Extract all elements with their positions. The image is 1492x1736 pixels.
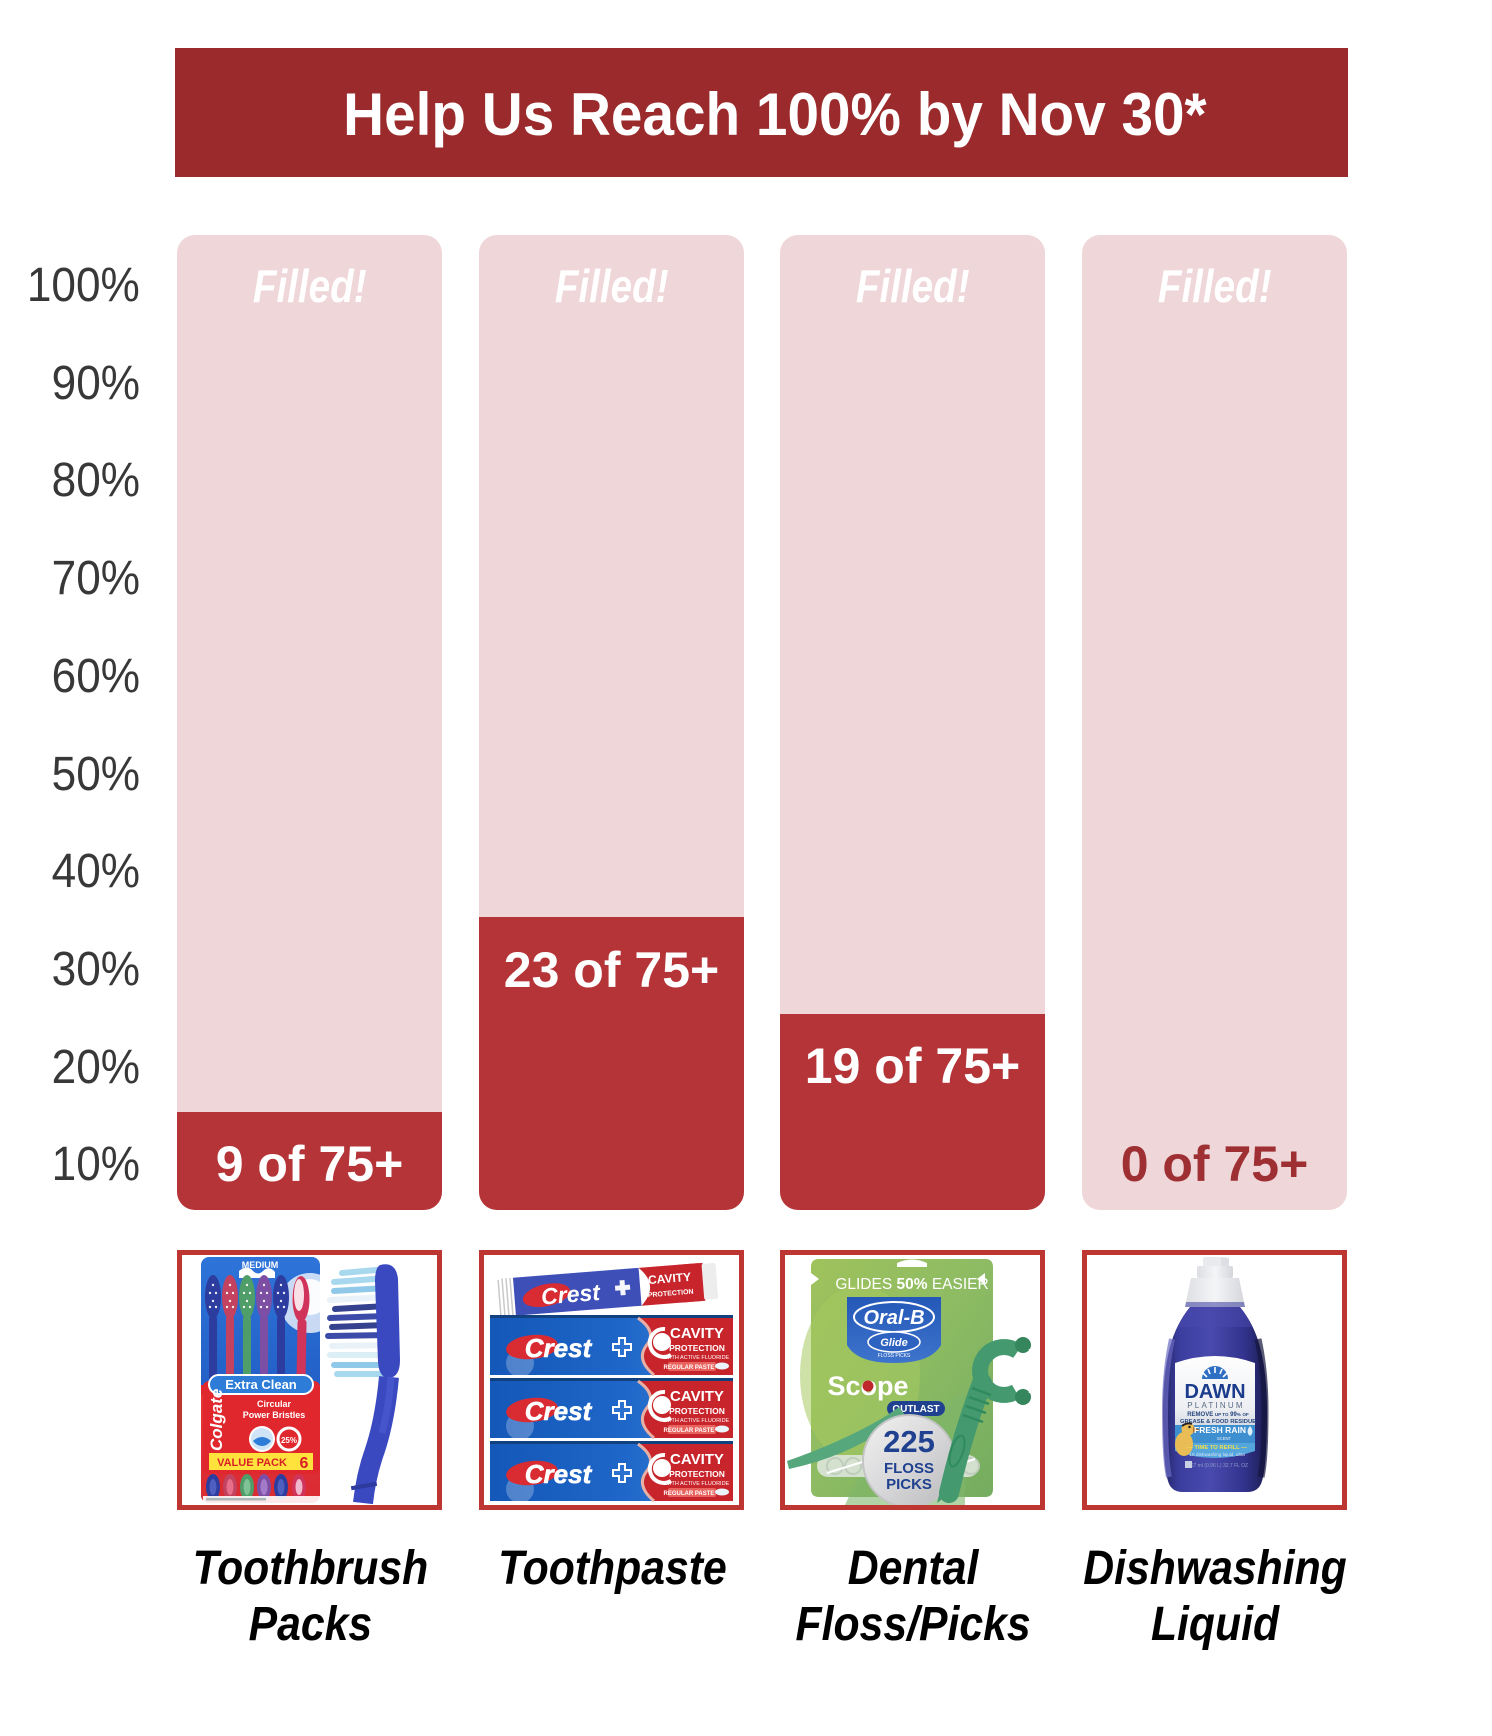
svg-text:25%: 25% — [281, 1436, 297, 1445]
svg-text:225: 225 — [883, 1424, 935, 1459]
svg-text:GLIDES 50% EASIER: GLIDES 50% EASIER — [835, 1276, 988, 1293]
svg-text:FRESH RAIN: FRESH RAIN — [1194, 1425, 1246, 1435]
svg-text:PROTECTION: PROTECTION — [669, 1343, 725, 1353]
svg-text:FLOSS: FLOSS — [884, 1460, 934, 1477]
svg-text:MEDIUM: MEDIUM — [242, 1260, 279, 1270]
svg-text:VALUE PACK: VALUE PACK — [217, 1457, 287, 1469]
svg-text:REGULAR PASTE: REGULAR PASTE — [664, 1365, 715, 1371]
svg-text:SCENT: SCENT — [1217, 1436, 1232, 1441]
svg-text:CAVITY: CAVITY — [647, 1270, 691, 1287]
svg-text:Extra Clean: Extra Clean — [225, 1377, 297, 1392]
svg-text:967 ml (0.96 L) 32.7 FL OZ: 967 ml (0.96 L) 32.7 FL OZ — [1188, 1463, 1248, 1469]
svg-text:CAVITY: CAVITY — [670, 1325, 724, 1342]
svg-text:Glide: Glide — [880, 1337, 908, 1349]
svg-text:Oral-B: Oral-B — [863, 1307, 924, 1329]
svg-text:— TIME TO REFILL —: — TIME TO REFILL — — [1187, 1445, 1247, 1451]
svg-text:WITH ACTIVE FLUORIDE: WITH ACTIVE FLUORIDE — [665, 1355, 730, 1361]
svg-text:REMOVE UP TO 99% OF: REMOVE UP TO 99% OF — [1187, 1412, 1249, 1418]
svg-text:FLOSS PICKS: FLOSS PICKS — [878, 1353, 911, 1359]
svg-text:PROTECTION: PROTECTION — [648, 1289, 694, 1300]
svg-text:Power Bristles: Power Bristles — [243, 1410, 306, 1420]
svg-text:Colgate: Colgate — [207, 1389, 226, 1451]
svg-text:Crest: Crest — [525, 1333, 593, 1363]
svg-text:OUTLAST: OUTLAST — [892, 1404, 939, 1415]
svg-text:1X dishwashing liquid, ultra: 1X dishwashing liquid, ultra — [1189, 1452, 1245, 1457]
svg-text:Crest: Crest — [540, 1279, 602, 1310]
svg-text:GREASE & FOOD RESIDUE: GREASE & FOOD RESIDUE — [1180, 1419, 1256, 1425]
svg-text:PLATINUM: PLATINUM — [1187, 1401, 1244, 1410]
svg-text:PICKS: PICKS — [886, 1476, 932, 1493]
svg-text:DAWN: DAWN — [1184, 1381, 1245, 1403]
svg-text:6: 6 — [300, 1455, 309, 1472]
svg-text:Circular: Circular — [257, 1399, 292, 1409]
